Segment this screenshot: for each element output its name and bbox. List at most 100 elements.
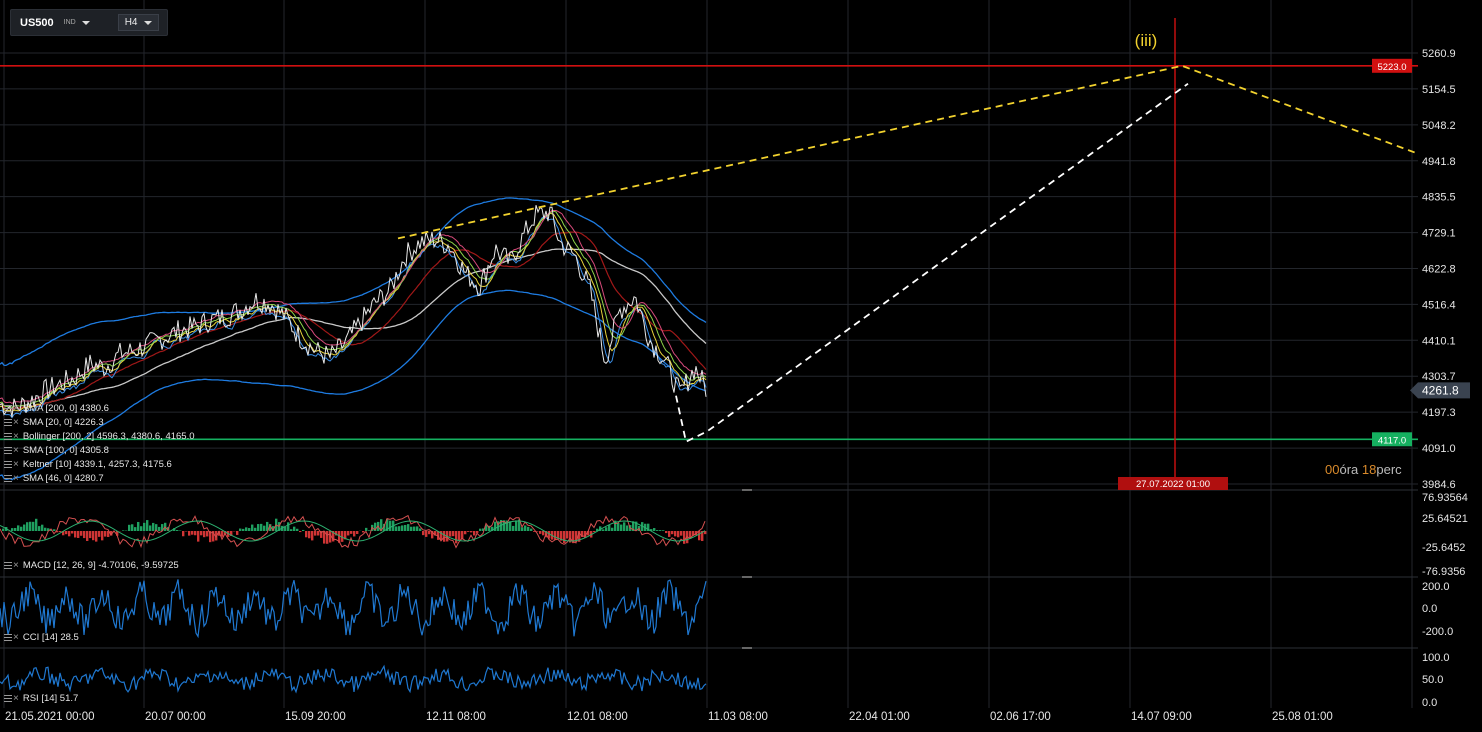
macd-bar	[587, 531, 590, 536]
cci-panel	[0, 579, 707, 639]
macd-bar	[35, 518, 38, 531]
macd-bar	[512, 525, 515, 531]
resistance-tag: 5223.0	[1377, 62, 1406, 73]
legend-keltner[interactable]: × Keltner [10] 4339.1, 4257.3, 4175.6	[4, 459, 172, 470]
chevron-down-icon[interactable]	[81, 20, 90, 25]
projection-lines[interactable]: (iii)	[397, 31, 1416, 444]
macd-bar	[59, 531, 62, 533]
timeframe-selector[interactable]: H4	[117, 14, 159, 31]
macd-bar	[20, 526, 23, 531]
legend-sma20[interactable]: × SMA [20, 0] 4226.3	[4, 417, 104, 428]
macd-bar	[341, 531, 344, 542]
macd-bar	[83, 531, 86, 539]
macd-bar	[41, 524, 44, 531]
timeframe-label: H4	[124, 17, 138, 28]
countdown-minutes-unit: perc	[1376, 462, 1402, 477]
macd-bar	[311, 531, 314, 541]
menu-icon[interactable]	[4, 475, 12, 482]
menu-icon[interactable]	[4, 405, 12, 412]
macd-bar	[128, 524, 131, 531]
macd-bar	[182, 531, 185, 537]
macd-bar	[515, 520, 518, 531]
macd-bar	[158, 526, 161, 531]
legend-rsi[interactable]: × RSI [14] 51.7	[4, 693, 78, 704]
legend-sma100[interactable]: × SMA [100, 0] 4305.8	[4, 445, 109, 456]
ma-line	[0, 215, 707, 419]
macd-bar	[404, 524, 407, 531]
countdown-hours-unit: óra	[1339, 462, 1359, 477]
macd-bar	[431, 531, 434, 539]
macd-bar	[317, 531, 320, 536]
macd-bar	[134, 527, 137, 531]
support-tag-bg	[1372, 432, 1412, 447]
menu-icon[interactable]	[4, 447, 12, 454]
macd-bar	[101, 531, 104, 541]
close-icon[interactable]: ×	[13, 430, 19, 442]
close-icon[interactable]: ×	[13, 559, 19, 571]
legend-sma46[interactable]: × SMA [46, 0] 4280.7	[4, 473, 104, 484]
macd-bar	[89, 531, 92, 539]
macd-bar	[635, 521, 638, 531]
horizontal-levels[interactable]	[0, 18, 1418, 484]
price-series	[0, 205, 707, 418]
close-icon[interactable]: ×	[13, 402, 19, 414]
macd-bar	[302, 529, 305, 531]
macd-bar	[374, 522, 377, 531]
macd-bar	[410, 526, 413, 531]
legend-bollinger[interactable]: × Bollinger [200, 2] 4596.3, 4380.6, 4165…	[4, 431, 195, 442]
macd-bar	[626, 525, 629, 531]
menu-icon[interactable]	[4, 562, 12, 569]
menu-icon[interactable]	[4, 695, 12, 702]
macd-bar	[38, 526, 41, 531]
macd-bar	[563, 531, 566, 543]
macd-bar	[608, 524, 611, 531]
menu-icon[interactable]	[4, 634, 12, 641]
axes: 5260.9 5154.5 5048.2 4941.8 4835.5 4729.1 4622…	[5, 48, 1470, 723]
macd-bar	[380, 519, 383, 531]
macd-bar	[29, 521, 32, 531]
bollinger-lower	[0, 289, 707, 481]
macd-bar	[110, 531, 113, 536]
macd-bar	[443, 531, 446, 542]
time-tick-label: 12.11 08:00	[426, 711, 486, 723]
macd-bar	[653, 528, 656, 531]
macd-bar	[56, 531, 59, 533]
menu-icon[interactable]	[4, 461, 12, 468]
macd-bar	[440, 531, 443, 541]
macd-bar	[347, 531, 350, 536]
macd-bar	[236, 531, 239, 535]
macd-bar	[506, 520, 509, 531]
macd-bar	[296, 528, 299, 531]
macd-bar	[557, 531, 560, 539]
macd-bar	[116, 531, 119, 536]
macd-bar	[62, 531, 65, 536]
macd-bar	[464, 531, 467, 535]
macd-bar	[488, 525, 491, 531]
macd-bar	[689, 531, 692, 539]
time-tick-label: 21.05.2021 00:00	[5, 711, 95, 723]
menu-icon[interactable]	[4, 419, 12, 426]
symbol-selector[interactable]: US500	[20, 16, 54, 29]
macd-bar	[131, 524, 134, 531]
close-icon[interactable]: ×	[13, 458, 19, 470]
legend-macd[interactable]: × MACD [12, 26, 9] -4.70106, -9.59725	[4, 560, 179, 571]
macd-bar	[80, 531, 83, 536]
last-price-tag: 4261.8	[1422, 383, 1459, 397]
close-icon[interactable]: ×	[13, 472, 19, 484]
macd-bar	[149, 525, 152, 531]
legend-sma200[interactable]: × SMA [200, 0] 4380.6	[4, 403, 109, 414]
cci-tick-label: 0.0	[1422, 603, 1437, 615]
macd-bar	[77, 531, 80, 538]
close-icon[interactable]: ×	[13, 692, 19, 704]
close-icon[interactable]: ×	[13, 631, 19, 643]
macd-bar	[395, 526, 398, 531]
macd-bar	[491, 526, 494, 531]
legend-cci[interactable]: × CCI [14] 28.5	[4, 632, 79, 643]
close-icon[interactable]: ×	[13, 416, 19, 428]
macd-signal-line	[0, 520, 706, 542]
rsi-tick-label: 50.0	[1422, 674, 1443, 686]
close-icon[interactable]: ×	[13, 444, 19, 456]
macd-bar	[188, 531, 191, 536]
menu-icon[interactable]	[4, 433, 12, 440]
